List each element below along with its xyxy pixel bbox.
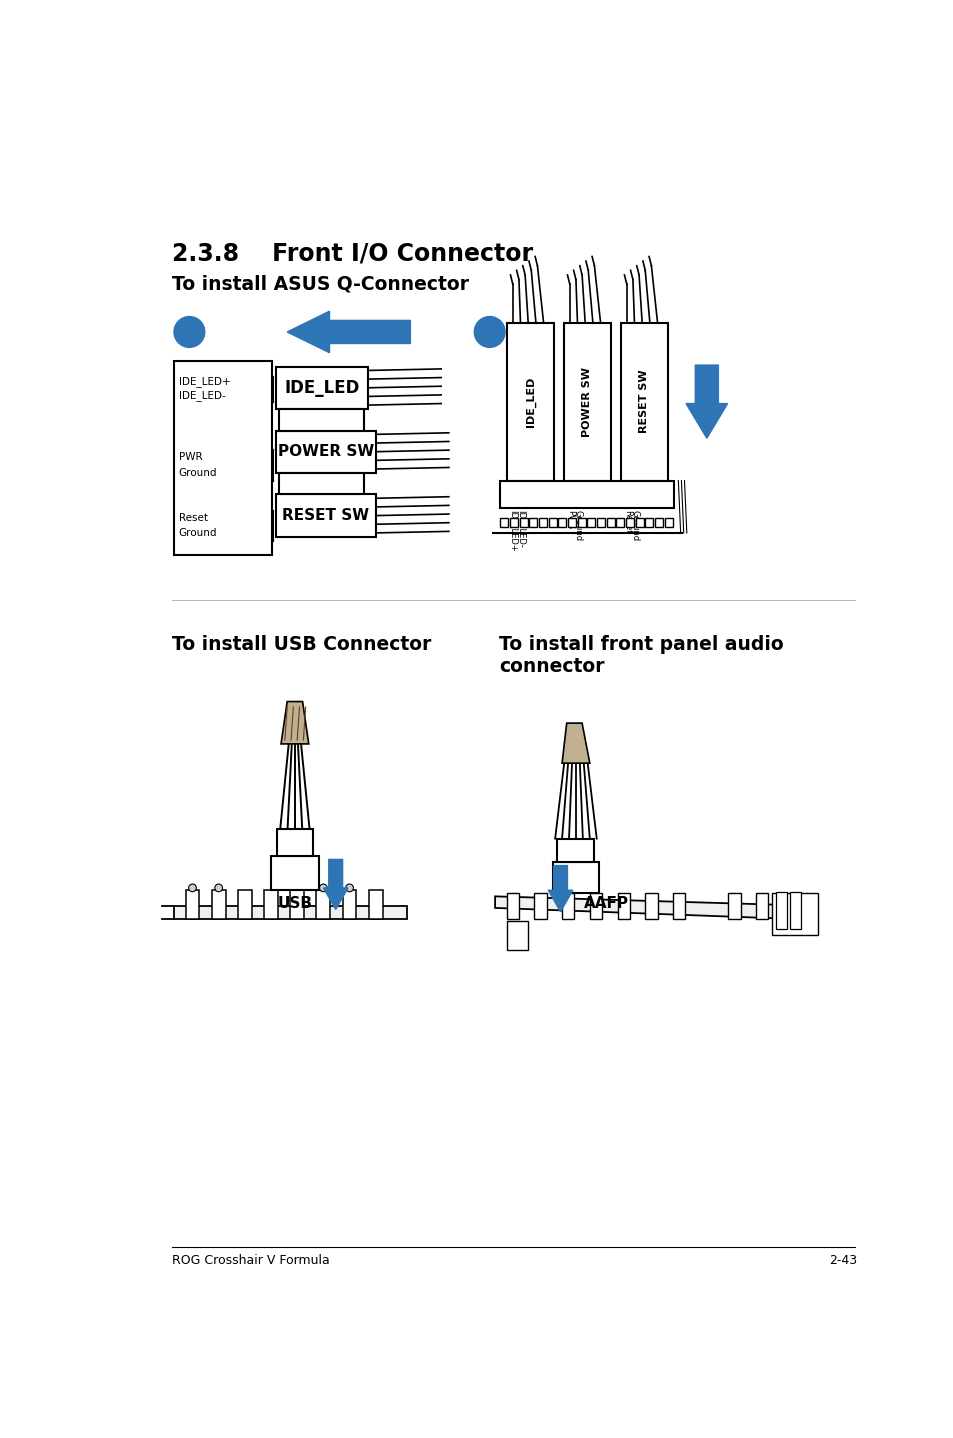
- FancyBboxPatch shape: [645, 518, 653, 526]
- FancyArrow shape: [548, 866, 572, 912]
- FancyBboxPatch shape: [500, 480, 674, 508]
- FancyArrow shape: [685, 365, 727, 439]
- FancyBboxPatch shape: [587, 518, 595, 526]
- FancyBboxPatch shape: [563, 322, 611, 480]
- FancyBboxPatch shape: [237, 890, 252, 919]
- FancyBboxPatch shape: [617, 893, 629, 919]
- FancyBboxPatch shape: [552, 861, 598, 893]
- FancyBboxPatch shape: [519, 518, 527, 526]
- Circle shape: [189, 884, 196, 892]
- Text: Reset: Reset: [622, 510, 631, 533]
- Text: To install front panel audio
connector: To install front panel audio connector: [498, 634, 782, 676]
- FancyBboxPatch shape: [277, 828, 313, 856]
- FancyBboxPatch shape: [316, 890, 330, 919]
- FancyBboxPatch shape: [506, 893, 518, 919]
- FancyBboxPatch shape: [597, 518, 604, 526]
- FancyBboxPatch shape: [561, 893, 574, 919]
- Text: Ground: Ground: [573, 510, 582, 541]
- FancyBboxPatch shape: [290, 890, 304, 919]
- Text: ROG Crosshair V Formula: ROG Crosshair V Formula: [172, 1254, 329, 1267]
- Text: RESET SW: RESET SW: [282, 508, 369, 523]
- FancyBboxPatch shape: [500, 518, 508, 526]
- Text: To install USB Connector: To install USB Connector: [172, 634, 431, 653]
- Circle shape: [319, 884, 327, 892]
- FancyBboxPatch shape: [342, 890, 356, 919]
- FancyBboxPatch shape: [506, 322, 554, 480]
- FancyArrow shape: [323, 860, 348, 909]
- FancyBboxPatch shape: [212, 890, 225, 919]
- FancyBboxPatch shape: [506, 920, 528, 951]
- FancyBboxPatch shape: [776, 892, 786, 929]
- Text: POWER SW: POWER SW: [582, 367, 592, 437]
- FancyBboxPatch shape: [625, 518, 634, 526]
- FancyBboxPatch shape: [271, 856, 318, 890]
- Text: IDE_LED+: IDE_LED+: [508, 510, 517, 552]
- Polygon shape: [495, 896, 806, 919]
- FancyBboxPatch shape: [644, 893, 657, 919]
- FancyBboxPatch shape: [275, 430, 375, 473]
- FancyBboxPatch shape: [173, 361, 272, 555]
- FancyBboxPatch shape: [369, 890, 382, 919]
- Text: PWR: PWR: [178, 453, 202, 463]
- Polygon shape: [281, 702, 309, 743]
- FancyBboxPatch shape: [557, 838, 594, 861]
- Text: 2-43: 2-43: [828, 1254, 856, 1267]
- FancyBboxPatch shape: [568, 518, 576, 526]
- Polygon shape: [173, 906, 406, 919]
- Text: IDE_LED: IDE_LED: [525, 377, 535, 427]
- Text: Reset: Reset: [178, 512, 208, 522]
- Text: POWER SW: POWER SW: [277, 444, 374, 459]
- FancyBboxPatch shape: [558, 518, 566, 526]
- FancyBboxPatch shape: [635, 518, 643, 526]
- FancyBboxPatch shape: [672, 893, 684, 919]
- FancyBboxPatch shape: [589, 893, 601, 919]
- FancyBboxPatch shape: [185, 890, 199, 919]
- FancyBboxPatch shape: [548, 518, 556, 526]
- Circle shape: [345, 884, 353, 892]
- FancyBboxPatch shape: [620, 322, 668, 480]
- Polygon shape: [561, 723, 589, 764]
- Circle shape: [173, 316, 205, 348]
- Text: IDE_LED: IDE_LED: [284, 378, 359, 397]
- Text: Ground: Ground: [178, 467, 217, 477]
- Text: 2.3.8    Front I/O Connector: 2.3.8 Front I/O Connector: [172, 242, 533, 266]
- FancyBboxPatch shape: [789, 892, 800, 929]
- Text: RESET SW: RESET SW: [639, 370, 649, 433]
- FancyBboxPatch shape: [510, 518, 517, 526]
- FancyBboxPatch shape: [664, 518, 672, 526]
- FancyBboxPatch shape: [279, 473, 364, 495]
- Circle shape: [214, 884, 222, 892]
- FancyBboxPatch shape: [728, 893, 740, 919]
- FancyBboxPatch shape: [529, 518, 537, 526]
- FancyBboxPatch shape: [756, 893, 767, 919]
- FancyBboxPatch shape: [538, 518, 546, 526]
- FancyArrow shape: [287, 311, 410, 352]
- FancyBboxPatch shape: [279, 408, 364, 430]
- Text: AAFP: AAFP: [583, 896, 629, 912]
- FancyBboxPatch shape: [275, 367, 368, 408]
- FancyBboxPatch shape: [578, 518, 585, 526]
- Text: To install ASUS Q-Connector: To install ASUS Q-Connector: [172, 275, 468, 293]
- Text: IDE_LED-: IDE_LED-: [517, 510, 525, 548]
- Circle shape: [474, 316, 504, 348]
- Text: USB: USB: [277, 896, 312, 912]
- Text: PWR: PWR: [565, 510, 575, 529]
- Text: IDE_LED+: IDE_LED+: [178, 377, 230, 387]
- FancyBboxPatch shape: [616, 518, 623, 526]
- FancyBboxPatch shape: [606, 518, 614, 526]
- Text: Ground: Ground: [630, 510, 639, 541]
- FancyBboxPatch shape: [655, 518, 662, 526]
- Text: Ground: Ground: [178, 528, 217, 538]
- Text: IDE_LED-: IDE_LED-: [178, 390, 225, 401]
- FancyBboxPatch shape: [275, 495, 375, 536]
- FancyBboxPatch shape: [264, 890, 277, 919]
- FancyBboxPatch shape: [772, 893, 818, 935]
- FancyBboxPatch shape: [534, 893, 546, 919]
